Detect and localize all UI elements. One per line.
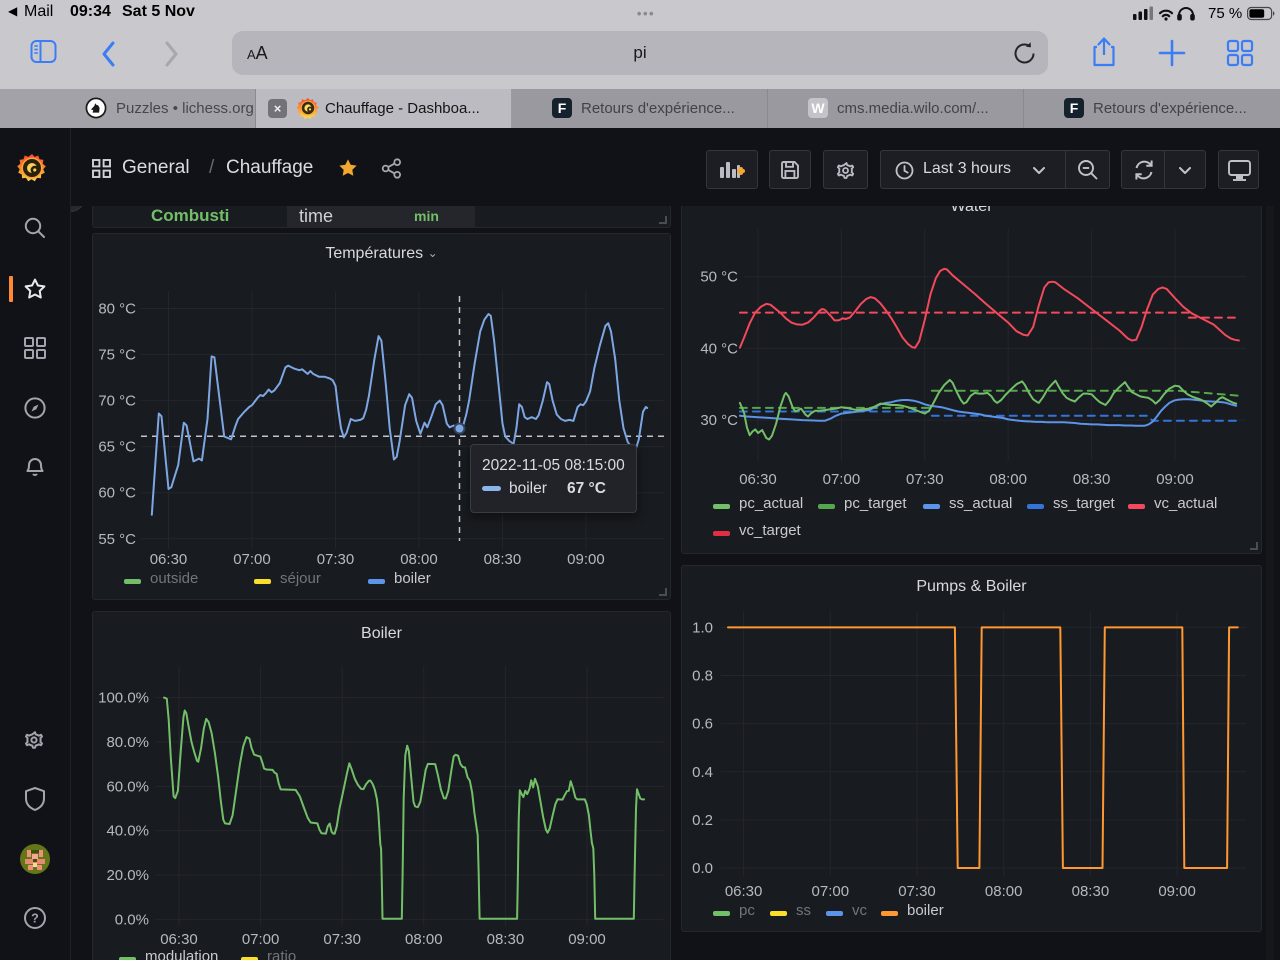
svg-text:07:00: 07:00 xyxy=(812,883,850,900)
svg-text:0.0: 0.0 xyxy=(692,860,713,877)
svg-text:08:30: 08:30 xyxy=(1073,471,1111,488)
svg-text:06:30: 06:30 xyxy=(725,883,763,900)
svg-text:70 °C: 70 °C xyxy=(98,393,136,410)
svg-text:80.0%: 80.0% xyxy=(106,734,149,751)
svg-text:09:00: 09:00 xyxy=(568,931,606,948)
svg-text:80 °C: 80 °C xyxy=(98,301,136,318)
svg-text:06:30: 06:30 xyxy=(739,471,777,488)
svg-text:07:00: 07:00 xyxy=(233,551,271,568)
svg-text:60.0%: 60.0% xyxy=(106,778,149,795)
svg-text:07:30: 07:30 xyxy=(323,931,361,948)
svg-text:1.0: 1.0 xyxy=(692,619,713,636)
svg-text:08:30: 08:30 xyxy=(487,931,525,948)
svg-text:0.0%: 0.0% xyxy=(115,911,149,928)
svg-text:30 °C: 30 °C xyxy=(700,412,738,429)
svg-text:07:30: 07:30 xyxy=(317,551,355,568)
svg-text:07:00: 07:00 xyxy=(823,471,861,488)
svg-text:08:00: 08:00 xyxy=(985,883,1023,900)
svg-text:60 °C: 60 °C xyxy=(98,485,136,502)
svg-text:40.0%: 40.0% xyxy=(106,823,149,840)
svg-text:09:00: 09:00 xyxy=(567,551,605,568)
svg-text:55 °C: 55 °C xyxy=(98,531,136,548)
svg-text:07:30: 07:30 xyxy=(906,471,944,488)
svg-text:08:00: 08:00 xyxy=(400,551,438,568)
svg-text:08:00: 08:00 xyxy=(405,931,443,948)
svg-text:0.2: 0.2 xyxy=(692,812,713,829)
svg-text:09:00: 09:00 xyxy=(1156,471,1194,488)
svg-text:06:30: 06:30 xyxy=(150,551,188,568)
svg-text:07:00: 07:00 xyxy=(242,931,280,948)
svg-text:07:30: 07:30 xyxy=(898,883,936,900)
svg-text:65 °C: 65 °C xyxy=(98,439,136,456)
svg-text:20.0%: 20.0% xyxy=(106,867,149,884)
svg-text:08:30: 08:30 xyxy=(484,551,522,568)
svg-text:08:30: 08:30 xyxy=(1072,883,1110,900)
svg-text:08:00: 08:00 xyxy=(989,471,1027,488)
svg-text:0.6: 0.6 xyxy=(692,716,713,733)
svg-text:75 °C: 75 °C xyxy=(98,347,136,364)
svg-text:0.8: 0.8 xyxy=(692,668,713,685)
svg-text:09:00: 09:00 xyxy=(1158,883,1196,900)
svg-text:50 °C: 50 °C xyxy=(700,269,738,286)
svg-text:0.4: 0.4 xyxy=(692,764,713,781)
svg-text:06:30: 06:30 xyxy=(160,931,198,948)
svg-text:100.0%: 100.0% xyxy=(98,690,149,707)
svg-text:40 °C: 40 °C xyxy=(700,340,738,357)
svg-text:?: ? xyxy=(31,911,39,925)
